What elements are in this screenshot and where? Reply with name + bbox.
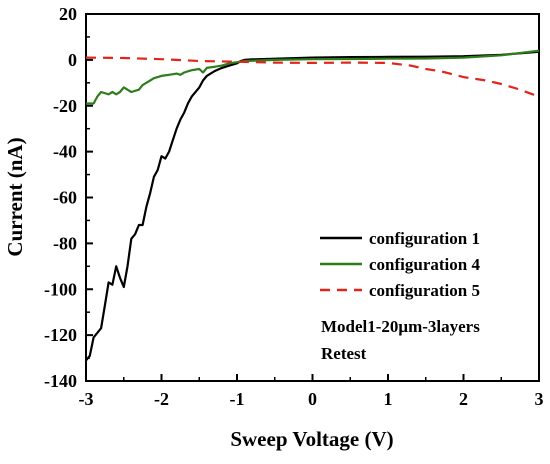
series-line-configuration-1 <box>85 50 540 362</box>
series-line-configuration-2 <box>86 49 540 105</box>
x-tick-label: -2 <box>154 389 169 409</box>
x-tick-label: 2 <box>459 389 468 409</box>
y-tick-label: -100 <box>44 279 77 299</box>
y-tick-label: -120 <box>44 325 77 345</box>
y-tick-label: -60 <box>53 188 77 208</box>
legend-label: configuration 5 <box>369 281 480 300</box>
x-axis-title: Sweep Voltage (V) <box>230 427 393 451</box>
y-tick-label: -80 <box>53 233 77 253</box>
y-axis-ticks: 20 0 -20 -40 -60 -80 -100 -120 -140 <box>44 4 93 391</box>
x-tick-label: 0 <box>308 389 317 409</box>
x-tick-label: 3 <box>535 389 544 409</box>
y-axis-title: Current (nA) <box>3 137 27 256</box>
y-tick-label: 0 <box>68 50 77 70</box>
x-tick-label: -3 <box>79 389 94 409</box>
y-tick-label: -140 <box>44 371 77 391</box>
legend-label: configuration 1 <box>369 229 480 248</box>
y-tick-label: -20 <box>53 96 77 116</box>
legend-label: configuration 4 <box>369 255 480 274</box>
x-tick-label: 1 <box>384 389 393 409</box>
x-tick-label: -1 <box>230 389 245 409</box>
y-tick-label: 20 <box>59 4 77 24</box>
y-tick-label: -40 <box>53 142 77 162</box>
annotation-model: Model1-20μm-3layers <box>321 317 480 336</box>
annotation-retest: Retest <box>321 344 367 363</box>
series-layer <box>85 49 540 362</box>
legend: configuration 1 configuration 4 configurat… <box>320 229 480 300</box>
x-axis-ticks: -3 -2 -1 0 1 2 3 <box>79 374 544 409</box>
